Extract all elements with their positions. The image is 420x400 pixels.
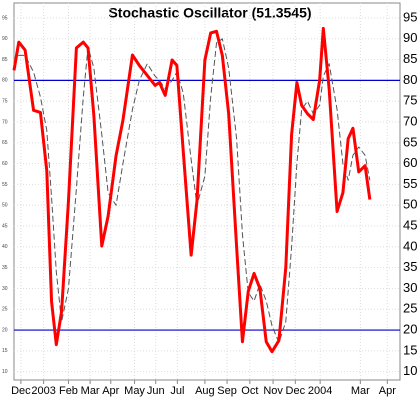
x-tick-label: Jul	[170, 385, 184, 397]
y-tick-label: 70	[403, 113, 417, 128]
y-tick-label: 35	[403, 259, 417, 274]
x-tick-label: Sep	[217, 385, 237, 397]
y-tick-label: 90	[403, 30, 417, 45]
x-tick-label: May	[124, 385, 145, 397]
y-tick-label-left: 85	[2, 57, 8, 63]
y-tick-label: 95	[403, 9, 417, 24]
y-tick-label: 30	[403, 280, 417, 295]
y-tick-label-left: 95	[2, 15, 8, 21]
x-tick-label: 2004	[308, 385, 332, 397]
x-tick-label: Jun	[147, 385, 165, 397]
series-line	[12, 26, 372, 354]
x-tick-label: Aug	[195, 385, 215, 397]
y-tick-label: 80	[403, 72, 417, 87]
x-tick-label: Feb	[59, 385, 78, 397]
y-tick-label: 40	[403, 238, 417, 253]
y-tick-label-left: 55	[2, 182, 8, 188]
y-tick-label: 60	[403, 155, 417, 170]
y-tick-label: 75	[403, 93, 417, 108]
y-tick-label: 45	[403, 217, 417, 232]
y-tick-label-left: 60	[2, 161, 8, 167]
y-tick-label-left: 35	[2, 265, 8, 271]
y-tick-label: 15	[403, 342, 417, 357]
y-tick-label-left: 25	[2, 307, 8, 313]
y-tick-label: 85	[403, 51, 417, 66]
y-tick-label-left: 80	[2, 78, 8, 84]
y-tick-label-left: 90	[2, 36, 8, 42]
x-tick-label: Apr	[379, 385, 396, 397]
x-tick-label: Mar	[81, 385, 100, 397]
x-tick-label: Dec	[11, 385, 31, 397]
y-tick-label-left: 75	[2, 99, 8, 105]
y-tick-label-left: 10	[2, 369, 8, 375]
y-tick-label: 65	[403, 134, 417, 149]
x-tick-label: Nov	[263, 385, 283, 397]
y-tick-label-left: 65	[2, 140, 8, 146]
x-tick-label: Mar	[351, 385, 370, 397]
y-tick-label-left: 30	[2, 286, 8, 292]
x-tick-label: Oct	[241, 385, 258, 397]
series-line	[13, 38, 371, 344]
y-tick-label: 50	[403, 197, 417, 212]
y-tick-label-left: 45	[2, 223, 8, 229]
y-tick-label-left: 40	[2, 244, 8, 250]
y-tick-label: 20	[403, 322, 417, 337]
y-tick-label-left: 20	[2, 327, 8, 333]
y-tick-label: 10	[403, 363, 417, 378]
y-tick-label-left: 50	[2, 203, 8, 209]
y-tick-label: 25	[403, 301, 417, 316]
chart-title: Stochastic Oscillator (51.3545)	[108, 5, 311, 21]
x-tick-label: Apr	[102, 385, 119, 397]
y-tick-label: 55	[403, 176, 417, 191]
x-tick-label: Dec	[286, 385, 306, 397]
x-tick-label: 2003	[31, 385, 55, 397]
y-tick-label-left: 15	[2, 348, 8, 354]
y-tick-label-left: 70	[2, 119, 8, 125]
